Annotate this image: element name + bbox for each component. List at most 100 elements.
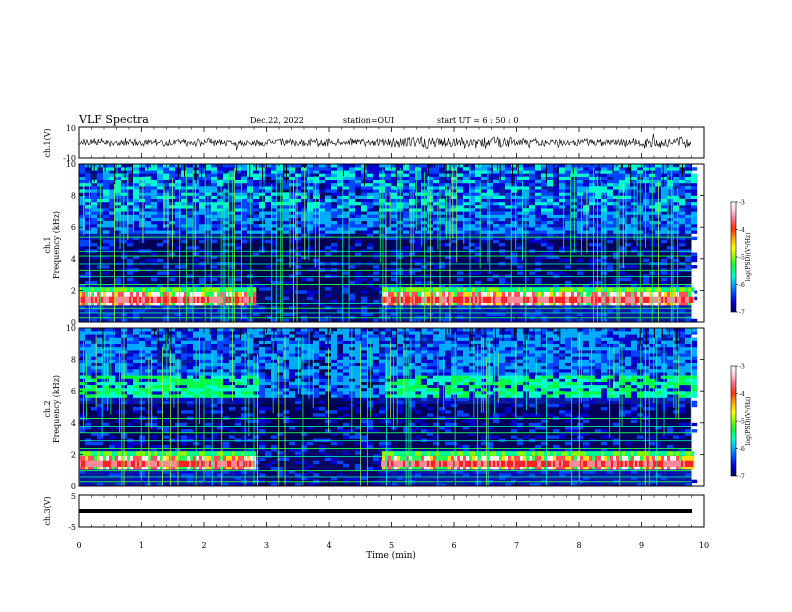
spectrogram-cell [307,198,314,203]
spectrogram-cell [91,318,98,323]
spectrogram-cell [193,287,197,292]
spectrogram-cell [265,217,272,222]
spectrogram-cell [277,470,284,474]
spectrogram-cell [409,201,416,206]
spectrogram-cell [100,287,104,292]
spectrogram-cell [385,211,392,215]
spectrogram-cell [631,280,638,285]
spectrogram-dropout [458,164,460,171]
spectrogram-cell [493,170,500,174]
spectrogram-cell [235,236,242,241]
spectrogram-cell [355,432,362,436]
spectrogram-cell [343,435,350,439]
spectrogram-cell [271,448,278,452]
spectrogram-cell [247,205,254,209]
spectrogram-cell [667,224,674,228]
spectrogram-cell [481,201,488,206]
spectrogram-cell [379,195,386,199]
spectrogram-cell [349,296,356,301]
spectrogram-cell [331,410,338,414]
spectrogram-cell [379,205,386,209]
spectrogram-cell [295,451,302,455]
spectrogram-cell [115,217,122,222]
spectrogram-cell [685,318,692,323]
spectrogram-cell [427,407,434,411]
spectrogram-cell [367,429,374,433]
spectrogram-cell [241,167,248,171]
spectrogram-cell [187,287,191,292]
spectrogram-cell [667,189,674,193]
spectrogram-cell [115,183,122,187]
spectrogram-cell [367,394,374,398]
spectrogram-cell [517,195,524,199]
spectrogram-cell [475,246,482,250]
spectrogram-spike [385,193,387,322]
spectrogram-cell [211,198,218,203]
spectrogram-cell [613,167,620,171]
spectrogram-cell [415,167,422,171]
spectrogram-cell [661,205,668,209]
spectrogram-cell [529,176,536,180]
spectrogram-cell [559,233,566,237]
spectrogram-cell [529,287,533,292]
spectrogram-cell [691,192,698,196]
spectrogram-cell [223,394,230,398]
spectrogram-cell [247,239,254,244]
spectrogram-cell [589,230,596,234]
spectrogram-cell [451,400,458,405]
spectrogram-cell [241,201,248,206]
spectrogram-cell [553,230,560,234]
spectrogram-cell [415,227,422,231]
spectrogram-cell [538,287,542,292]
spectrogram-cell [199,236,206,241]
spectrogram-cell [151,381,158,386]
spectrogram-cell [163,419,170,423]
spectrogram-cell [673,173,680,177]
spectrogram-cell [244,287,248,292]
spectrogram-cell [265,195,272,199]
spectrogram-cell [469,170,476,174]
spectrogram-cell [355,400,362,405]
spectrogram-cell [115,444,122,449]
spectrogram-cell [379,214,386,218]
spectrogram-spike [127,172,129,240]
spectrogram-cell [529,429,536,433]
spectrogram-cell [463,183,470,187]
spectrogram-cell [163,444,170,449]
spectrogram-cell [253,227,260,231]
spectrogram-cell [493,186,500,190]
spectrogram-cell [205,378,212,382]
spectrogram-cell [511,381,518,386]
spectrogram-cell [457,230,464,234]
spectrogram-cell [259,432,266,436]
spectrogram-cell [403,170,410,174]
spectrogram-cell [481,164,488,168]
spectrogram-spike [437,191,439,250]
spectrogram-cell [505,482,512,487]
spectrogram-cell [559,186,566,190]
spectrogram-cell [235,214,242,218]
spectrogram-cell [381,296,384,303]
spectrogram-cell [481,176,488,180]
spectrogram-cell [493,164,500,168]
spectrogram-cell [685,186,692,190]
spectrogram-cell [469,384,476,389]
spectrogram-cell [211,211,218,215]
spectrogram-cell [355,384,362,389]
spectrogram-cell [313,205,320,209]
spectrogram-cell [661,435,668,439]
spectrogram-cell [301,444,308,449]
spectrogram-cell [487,170,494,174]
spectrogram-cell [565,410,572,414]
spectrogram-cell [517,170,524,174]
spectrogram-cell [307,388,314,392]
spectrogram-cell [199,230,206,234]
spectrogram-cell [139,170,146,174]
spectrogram-cell [671,296,674,303]
spectrogram-cell [145,186,152,190]
spectrogram-cell [367,224,374,228]
spectrogram-cell [565,470,572,474]
spectrogram-cell [619,170,626,174]
spectrogram-cell [193,189,200,193]
spectrogram-cell [679,296,682,303]
